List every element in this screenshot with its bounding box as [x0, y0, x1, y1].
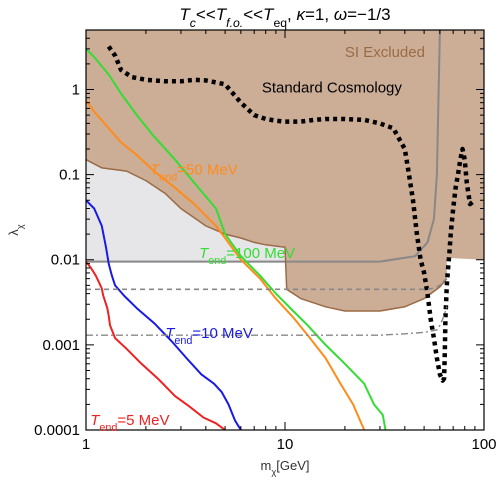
- x-axis-label-text: mχ[GeV]: [261, 458, 310, 477]
- x-axis-label: mχ[GeV]: [261, 458, 310, 477]
- standard-cosmology-label: Standard Cosmology: [262, 80, 403, 97]
- x-tick-label: 100: [471, 436, 496, 453]
- y-tick-label: 0.001: [42, 337, 80, 354]
- y-tick-label: 0.01: [51, 252, 80, 269]
- series-label-3: Tend=100 MeV: [199, 245, 295, 267]
- si-excluded-region: [86, 30, 484, 311]
- series-line-5: [86, 277, 448, 291]
- y-tick-label: 0.1: [59, 167, 80, 184]
- si-excluded-boundary: [86, 158, 448, 312]
- labels-layer: 1 10 100 1 0.1 0.01 0.001 0.0001 SI Excluded Stan…: [34, 44, 496, 453]
- x-tick-label: 1: [82, 436, 90, 453]
- y-tick-label: 1: [72, 81, 80, 98]
- series-line-2: [86, 99, 366, 430]
- series-label-1: Tend=10 MeV: [165, 325, 253, 347]
- y-axis-label: λχ: [6, 224, 25, 236]
- x-tick-label: 10: [277, 436, 294, 453]
- y-tick-label: 0.0001: [34, 422, 80, 439]
- y-axis-label-text: λχ: [6, 224, 25, 236]
- series-line-3: [86, 48, 387, 430]
- series-line-4: [106, 45, 477, 383]
- si-excluded-label: SI Excluded: [345, 44, 425, 61]
- chart-title: Tc<<Tf.o.<<Teq, κ=1, ω=−1/3: [179, 5, 390, 30]
- plot-area: [86, 30, 484, 430]
- series-layer: [86, 45, 477, 430]
- regions-layer: [86, 30, 484, 312]
- ticks-layer: [85, 29, 484, 431]
- series-line-6: [86, 306, 448, 336]
- series-line-1: [86, 199, 242, 430]
- series-line-0: [86, 260, 226, 430]
- series-label-0: Tend=5 MeV: [90, 412, 169, 434]
- chart-title-text: Tc<<Tf.o.<<Teq, κ=1, ω=−1/3: [179, 5, 390, 30]
- grey-pocket-region: [86, 159, 285, 262]
- series-label-2: Tend=50 MeV: [150, 162, 238, 184]
